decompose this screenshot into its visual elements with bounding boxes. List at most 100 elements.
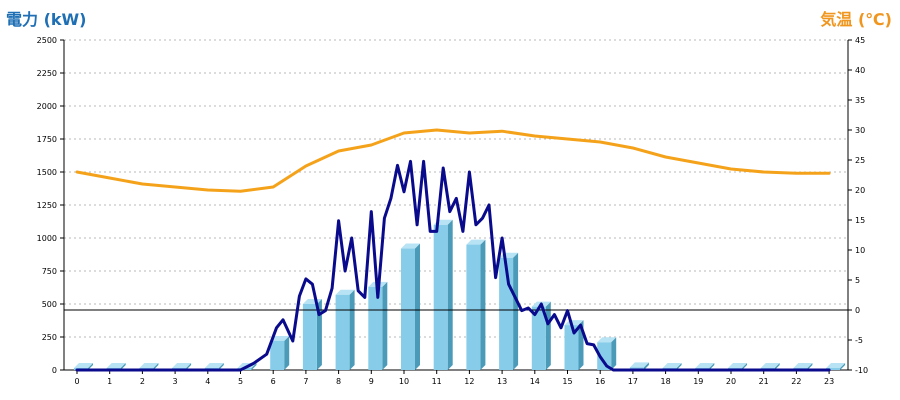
bar-top	[597, 337, 617, 343]
right-tick-label: 30	[855, 126, 865, 135]
x-tick-label: 8	[336, 377, 341, 386]
bar-top	[401, 243, 420, 249]
bar	[597, 337, 617, 370]
power-line	[75, 159, 831, 372]
bar-side	[88, 363, 93, 370]
bar-side	[840, 363, 846, 370]
x-tick-label: 18	[661, 377, 671, 386]
bar-side	[807, 363, 813, 370]
x-tick-label: 12	[464, 377, 474, 386]
bar-top	[760, 363, 780, 368]
x-tick-label: 5	[238, 377, 243, 386]
bar-top	[662, 363, 682, 368]
x-tick-label: 9	[369, 377, 374, 386]
bar-side	[513, 252, 519, 370]
right-tick-label: -10	[855, 366, 868, 375]
bar-side	[120, 363, 126, 370]
right-tick-label: 5	[855, 276, 860, 285]
bar-top	[270, 335, 290, 341]
right-axis-title: 気温 (℃)	[820, 10, 892, 29]
bar-side	[643, 362, 649, 370]
bar-top	[172, 363, 192, 368]
bar-top	[466, 239, 486, 245]
x-tick-label: 1	[107, 377, 112, 386]
bar-top	[74, 363, 93, 368]
bar-side	[284, 335, 290, 370]
bar-front	[531, 306, 546, 370]
bar-side	[251, 363, 257, 370]
x-tick-label: 15	[562, 377, 572, 386]
x-tick-label: 21	[759, 377, 769, 386]
bar-front	[433, 224, 448, 370]
x-tick-label: 17	[628, 377, 638, 386]
bar-side	[709, 363, 715, 370]
x-tick-label: 20	[726, 377, 736, 386]
left-tick-label: 2250	[37, 69, 57, 78]
bar	[531, 301, 551, 370]
left-tick-label: 1250	[37, 201, 57, 210]
bar-side	[153, 363, 159, 370]
right-tick-label: 40	[855, 66, 865, 75]
bar-top	[793, 363, 813, 368]
bar-side	[545, 301, 551, 370]
bar-top	[335, 289, 355, 295]
bar-top	[728, 363, 747, 368]
bar-side	[447, 219, 453, 370]
bar-side	[611, 337, 617, 370]
bar	[302, 299, 322, 370]
x-tick-label: 14	[530, 377, 540, 386]
bar	[270, 335, 290, 370]
bar-side	[382, 281, 388, 370]
bar-front	[401, 248, 415, 370]
bar	[368, 281, 388, 370]
bar-top	[826, 363, 846, 368]
bar-top	[629, 362, 649, 368]
bar-front	[335, 294, 350, 370]
x-tick-label: 16	[595, 377, 605, 386]
bar-top	[139, 363, 159, 368]
x-tick-label: 4	[205, 377, 210, 386]
right-tick-label: 25	[855, 156, 865, 165]
x-tick-label: 7	[303, 377, 308, 386]
x-tick-label: 3	[173, 377, 178, 386]
right-tick-label: 10	[855, 246, 865, 255]
left-tick-label: 750	[42, 267, 57, 276]
left-axis-title: 電力 (kW)	[6, 10, 87, 29]
left-tick-label: 500	[42, 300, 57, 309]
bar	[433, 219, 453, 370]
bar-side	[676, 363, 682, 370]
bar-side	[186, 363, 192, 370]
bar-top	[695, 363, 715, 368]
x-tick-label: 2	[140, 377, 145, 386]
x-tick-label: 0	[74, 377, 79, 386]
right-tick-label: 35	[855, 96, 865, 105]
right-tick-label: -5	[855, 336, 863, 345]
bar	[499, 252, 519, 370]
bar-front	[270, 340, 285, 370]
x-tick-label: 10	[399, 377, 409, 386]
bar-side	[349, 289, 355, 370]
left-tick-label: 1000	[37, 234, 57, 243]
bar-front	[466, 244, 481, 370]
bar-top	[204, 363, 224, 368]
x-tick-label: 11	[432, 377, 442, 386]
bar-top	[106, 363, 126, 368]
bar-side	[480, 239, 486, 370]
bar-side	[742, 363, 747, 370]
bar-side	[218, 363, 224, 370]
bar-side	[415, 243, 420, 370]
bar-side	[774, 363, 780, 370]
left-tick-label: 2500	[37, 36, 57, 45]
bar	[826, 363, 846, 370]
bar-front	[597, 342, 612, 370]
bar	[466, 239, 486, 370]
temperature-line	[75, 128, 831, 193]
bar-front	[368, 286, 383, 370]
left-tick-label: 2000	[37, 102, 57, 111]
left-tick-label: 0	[52, 366, 57, 375]
right-tick-label: 0	[855, 306, 860, 315]
left-tick-label: 1500	[37, 168, 57, 177]
bar	[335, 289, 355, 370]
right-tick-label: 15	[855, 216, 865, 225]
